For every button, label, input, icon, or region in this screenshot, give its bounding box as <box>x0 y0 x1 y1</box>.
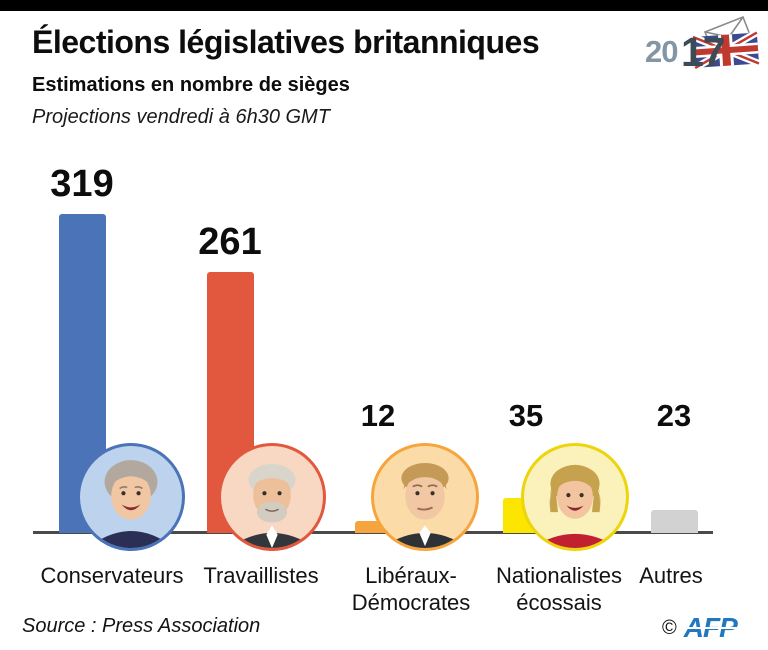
portrait-jeremy-corbyn <box>218 443 326 551</box>
chart-subtitle: Estimations en nombre de sièges <box>32 74 350 96</box>
nicola-sturgeon-illustration <box>531 464 619 548</box>
afp-logo-text: AFP <box>681 612 738 643</box>
portrait-nicola-sturgeon <box>521 443 629 551</box>
label-conservateurs: Conservateurs <box>40 563 184 588</box>
copyright-symbol: © <box>662 616 677 639</box>
value-travaillistes: 261 <box>198 221 262 263</box>
svg-text:17: 17 <box>681 29 725 75</box>
logo-year-left: 20 <box>645 34 677 69</box>
label-nationalistes-ecossais: Nationalistes écossais <box>496 563 622 615</box>
portrait-tim-farron <box>371 443 479 551</box>
bar-autres <box>651 510 698 533</box>
value-autres: 23 <box>656 398 692 433</box>
logo-year-right: 17 <box>681 29 725 75</box>
election-2017-logo: 20 17 <box>645 15 761 75</box>
value-liberaux-democrates: 12 <box>360 398 396 433</box>
value-conservateurs: 319 <box>50 163 114 205</box>
top-black-bar <box>0 0 768 11</box>
svg-text:20: 20 <box>645 34 677 69</box>
tim-farron-illustration <box>381 463 469 548</box>
label-liberaux-democrates: Libéraux- Démocrates <box>351 563 471 615</box>
projection-note: Projections vendredi à 6h30 GMT <box>32 106 330 128</box>
portrait-theresa-may <box>77 443 185 551</box>
label-autres: Autres <box>639 563 703 588</box>
uk-flag-icon <box>691 29 761 71</box>
value-nationalistes: 35 <box>508 398 544 433</box>
jeremy-corbyn-illustration <box>228 463 316 548</box>
afp-credit: © AFP <box>662 612 738 644</box>
page-title: Élections législatives britanniques <box>32 24 540 60</box>
source-credit: Source : Press Association <box>22 615 261 637</box>
theresa-may-illustration <box>87 460 175 548</box>
label-travaillistes: Travaillistes <box>203 563 319 588</box>
